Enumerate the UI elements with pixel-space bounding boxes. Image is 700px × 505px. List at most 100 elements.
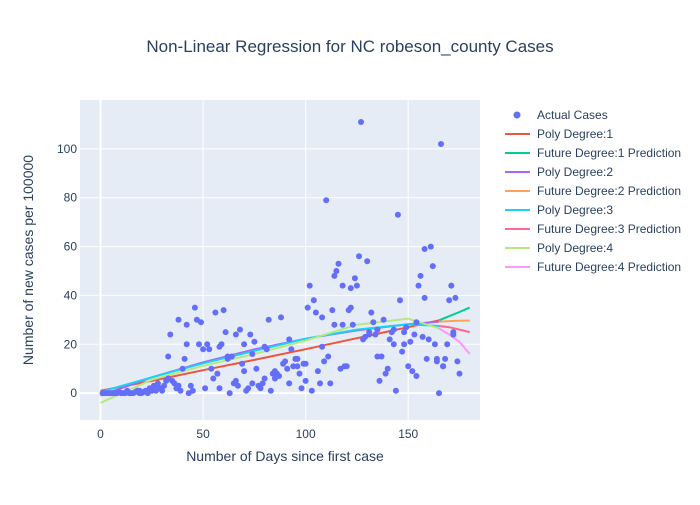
x-tick-label: 150 xyxy=(398,427,418,441)
data-point xyxy=(423,355,430,362)
data-point xyxy=(284,365,291,372)
data-point xyxy=(433,358,440,365)
data-point xyxy=(208,365,215,372)
data-point xyxy=(136,387,143,394)
data-point xyxy=(191,304,198,311)
data-point xyxy=(234,382,241,389)
data-point xyxy=(419,333,426,340)
legend-label[interactable]: Poly Degree:1 xyxy=(537,127,613,141)
data-point xyxy=(241,368,248,375)
data-point xyxy=(374,353,381,360)
data-point xyxy=(202,385,209,392)
data-point xyxy=(421,294,428,301)
data-point xyxy=(399,348,406,355)
data-point xyxy=(358,119,364,125)
data-point xyxy=(333,268,340,274)
data-point xyxy=(308,387,315,394)
data-point xyxy=(226,390,233,397)
legend[interactable]: Actual Cases Poly Degree:1 Future Degree:1… xyxy=(505,108,681,274)
data-point xyxy=(331,321,338,328)
grid xyxy=(80,100,480,420)
data-point xyxy=(347,304,354,311)
data-point xyxy=(409,368,416,375)
data-point xyxy=(165,375,172,382)
series-line xyxy=(438,327,471,355)
data-point xyxy=(376,377,383,384)
data-point xyxy=(366,329,373,336)
data-point xyxy=(319,314,326,321)
data-point xyxy=(161,382,168,389)
data-point xyxy=(444,341,451,348)
legend-label[interactable]: Poly Degree:4 xyxy=(537,241,613,255)
data-point xyxy=(288,346,295,353)
data-point xyxy=(181,355,188,362)
legend-label[interactable]: Future Degree:1 Prediction xyxy=(537,146,681,160)
data-point xyxy=(239,360,246,367)
y-tick-label: 80 xyxy=(64,191,78,205)
series-line xyxy=(438,319,470,323)
data-point xyxy=(397,297,403,304)
data-point xyxy=(380,316,387,323)
data-point xyxy=(249,380,256,387)
data-point xyxy=(265,316,272,323)
data-point xyxy=(165,353,172,360)
data-point xyxy=(349,321,356,328)
data-point xyxy=(241,341,248,348)
data-point xyxy=(452,294,459,301)
data-point xyxy=(378,353,385,360)
y-tick-label: 20 xyxy=(64,337,78,351)
x-axis-label: Number of Days since first case xyxy=(186,448,384,464)
data-point xyxy=(183,321,190,328)
data-point xyxy=(247,331,254,338)
data-point xyxy=(212,309,219,316)
data-point xyxy=(253,365,260,372)
x-tick-label: 50 xyxy=(196,427,210,441)
data-point xyxy=(167,331,174,338)
data-point xyxy=(257,385,264,392)
data-point xyxy=(386,336,393,343)
legend-label[interactable]: Poly Degree:3 xyxy=(537,203,613,217)
data-point xyxy=(310,297,317,304)
data-point xyxy=(286,380,293,387)
x-tick-label: 100 xyxy=(296,427,316,441)
legend-label[interactable]: Poly Degree:2 xyxy=(537,165,613,179)
data-point xyxy=(204,341,211,348)
data-point xyxy=(216,385,223,392)
data-point xyxy=(401,329,408,336)
data-point xyxy=(442,355,449,362)
scatter-points xyxy=(99,119,463,397)
legend-label[interactable]: Actual Cases xyxy=(537,108,608,122)
data-point xyxy=(220,307,227,314)
legend-label[interactable]: Future Degree:3 Prediction xyxy=(537,222,681,236)
data-point xyxy=(249,351,256,357)
legend-label[interactable]: Future Degree:2 Prediction xyxy=(537,184,681,198)
data-point xyxy=(216,343,223,350)
series-line xyxy=(100,323,440,393)
data-point xyxy=(370,319,377,326)
data-point xyxy=(353,282,360,289)
plot-area xyxy=(80,100,480,420)
data-point xyxy=(403,324,410,331)
data-point xyxy=(200,346,207,353)
data-point xyxy=(271,368,278,375)
data-point xyxy=(175,382,182,389)
legend-label[interactable]: Future Degree:4 Prediction xyxy=(537,260,681,274)
data-point xyxy=(206,346,213,353)
x-axis-ticks: 0 50 100 150 xyxy=(97,427,418,441)
data-point xyxy=(368,309,375,316)
data-point xyxy=(290,363,297,370)
data-point xyxy=(339,321,346,328)
data-point xyxy=(421,246,428,252)
data-point xyxy=(329,307,336,314)
data-point xyxy=(351,275,358,282)
data-point xyxy=(278,314,284,321)
data-point xyxy=(425,336,432,343)
data-point xyxy=(152,385,159,392)
regression-lines xyxy=(100,306,471,404)
data-point xyxy=(401,341,408,348)
data-point xyxy=(413,373,420,379)
data-point xyxy=(232,377,239,384)
data-point xyxy=(390,326,397,333)
